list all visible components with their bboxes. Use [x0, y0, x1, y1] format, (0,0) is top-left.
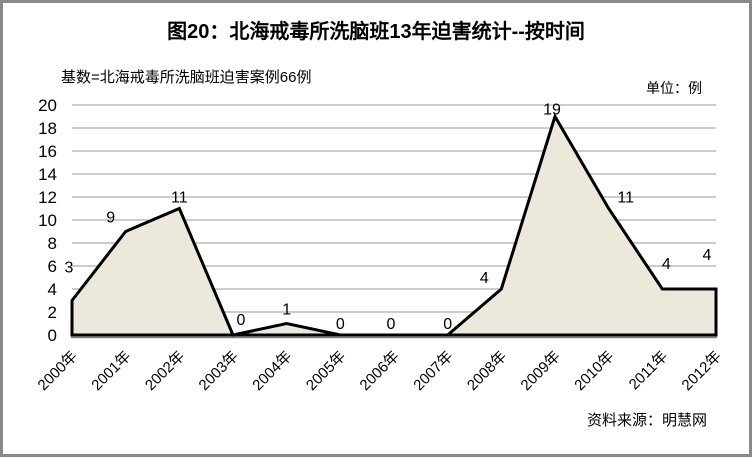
data-label: 4	[480, 270, 489, 287]
source-note: 资料来源：明慧网	[586, 412, 707, 429]
data-label: 0	[387, 316, 396, 333]
y-tick-label: 8	[48, 234, 57, 253]
area-shape	[70, 112, 718, 337]
y-tick-label: 10	[38, 211, 57, 230]
x-tick-label: 2002年	[142, 348, 188, 394]
x-tick-label: 2007年	[410, 348, 456, 394]
x-tick-label: 2012年	[679, 348, 725, 394]
x-tick-label: 2010年	[571, 348, 617, 394]
y-tick-label: 12	[38, 188, 57, 207]
data-label: 19	[543, 102, 561, 119]
x-tick-label: 2006年	[357, 348, 403, 394]
x-tick-label: 2009年	[518, 348, 564, 394]
x-tick-label: 2011年	[626, 348, 671, 393]
chart-title: 图20：北海戒毒所洗脑班13年迫害统计--按时间	[167, 21, 585, 43]
x-tick-label: 2000年	[35, 348, 81, 394]
y-tick-label: 4	[48, 280, 57, 299]
x-tick-label: 2008年	[464, 348, 510, 394]
data-label: 0	[336, 316, 345, 333]
data-label: 4	[703, 247, 712, 264]
data-label: 3	[65, 260, 74, 277]
data-label: 11	[617, 190, 634, 207]
data-label: 11	[171, 190, 188, 207]
data-label: 0	[237, 312, 246, 329]
y-tick-label: 14	[38, 165, 57, 184]
unit-label: 单位：例	[646, 80, 702, 96]
y-tick-label: 20	[38, 96, 57, 115]
data-label: 9	[106, 210, 115, 227]
y-tick-label: 18	[38, 119, 57, 138]
x-tick-label: 2001年	[88, 348, 134, 394]
y-tick-label: 0	[48, 326, 57, 345]
x-tick-label: 2005年	[303, 348, 349, 394]
y-tick-label: 2	[48, 303, 57, 322]
y-tick-label: 6	[48, 257, 57, 276]
base-note: 基数=北海戒毒所洗脑班迫害案例66例	[61, 69, 312, 86]
x-tick-label: 2003年	[196, 348, 242, 394]
data-label: 4	[662, 256, 671, 273]
y-tick-label: 16	[38, 142, 57, 161]
data-label: 0	[443, 316, 452, 333]
data-label: 1	[282, 302, 291, 319]
x-tick-label: 2004年	[249, 348, 295, 394]
